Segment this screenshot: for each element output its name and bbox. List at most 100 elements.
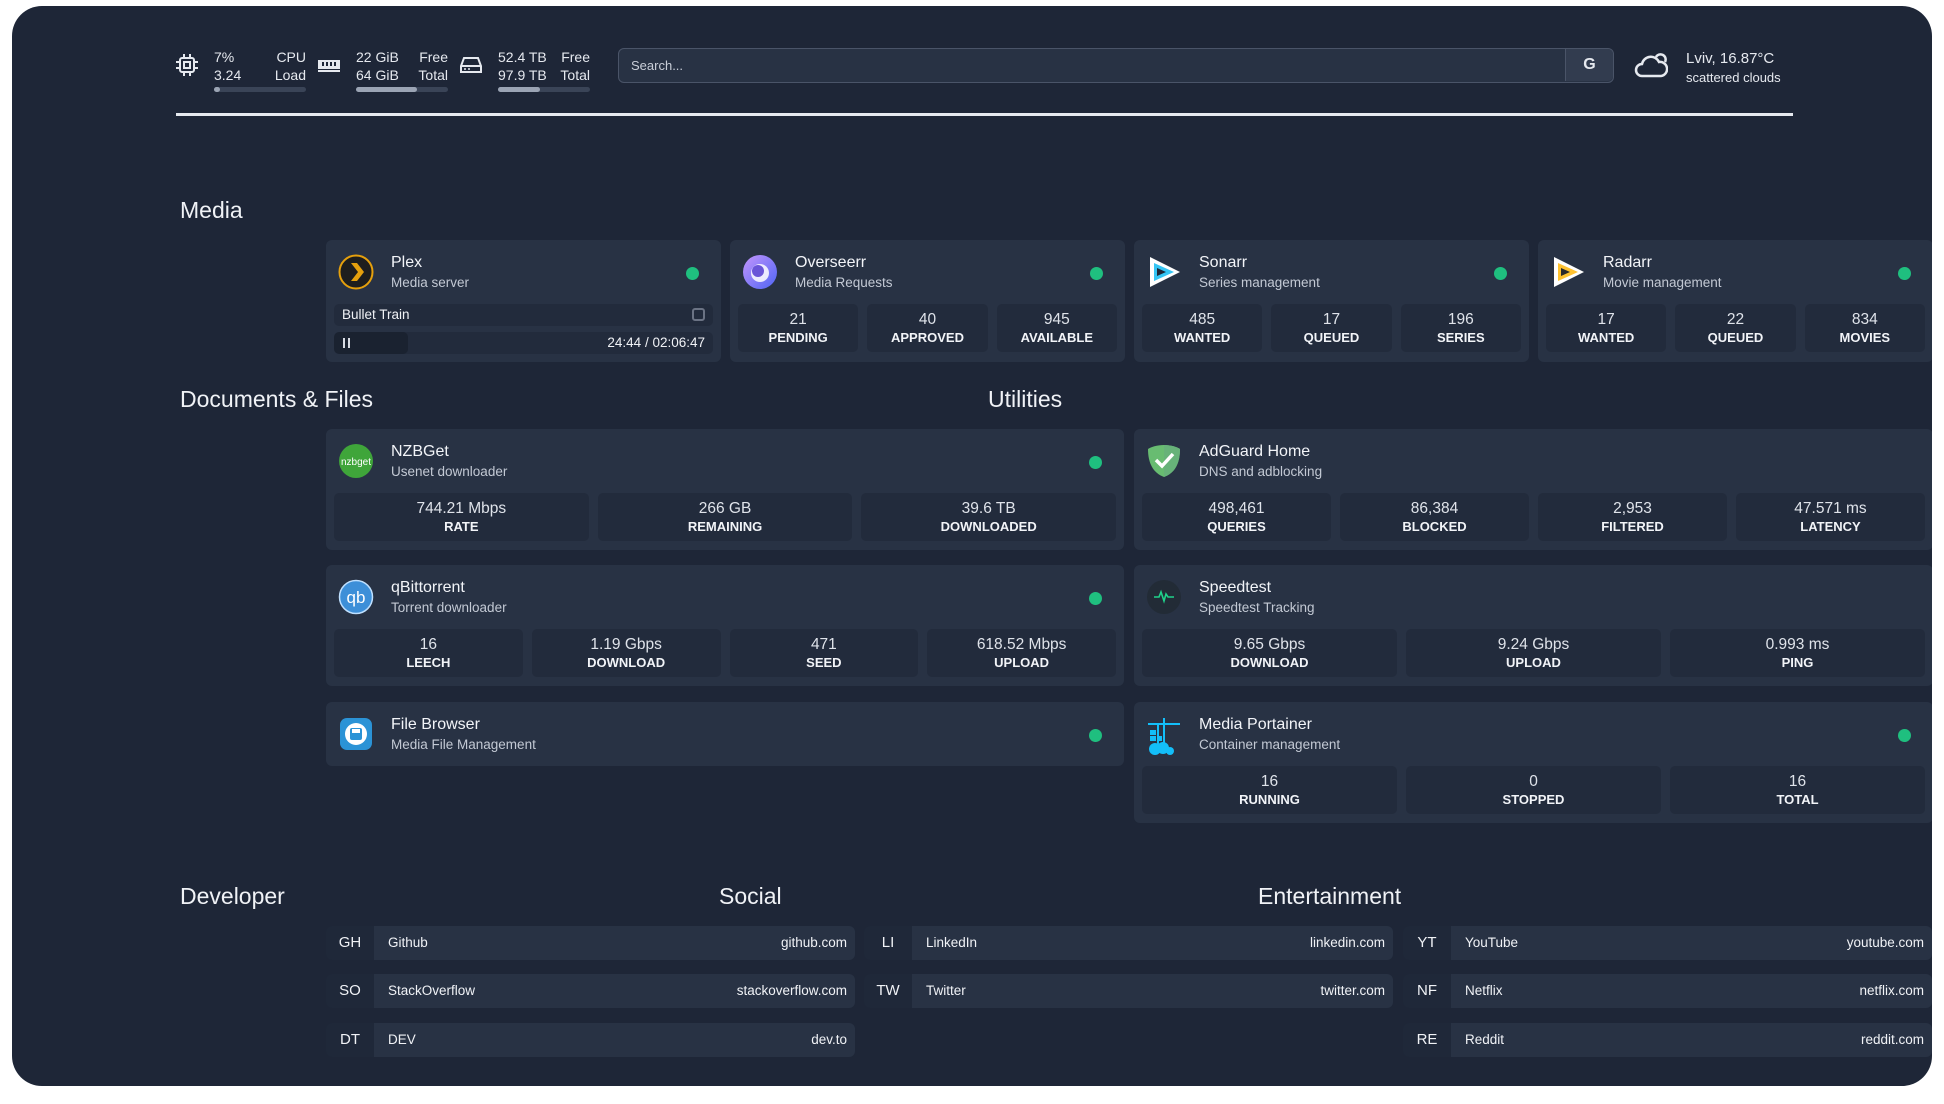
stat-download: 1.19 Gbps DOWNLOAD xyxy=(531,629,721,677)
service-name: File Browser xyxy=(391,716,480,733)
stat-value: 17 xyxy=(1597,311,1615,328)
bookmark-link[interactable]: DEV dev.to xyxy=(374,1023,855,1057)
stat-wanted: 485 WANTED xyxy=(1142,304,1263,352)
bookmark-reddit[interactable]: RE Reddit reddit.com xyxy=(1403,1023,1932,1057)
stat-value: 0 xyxy=(1529,773,1538,790)
disk-free: 52.4 TB xyxy=(498,49,547,65)
stat-value: 47.571 ms xyxy=(1794,500,1867,517)
stat-value: 17 xyxy=(1322,311,1341,328)
cpu-icon xyxy=(176,54,198,76)
stat-label: WANTED xyxy=(1577,330,1635,345)
bookmark-link[interactable]: YouTube youtube.com xyxy=(1451,926,1932,960)
status-indicator xyxy=(1090,267,1103,280)
svg-text:qb: qb xyxy=(347,588,366,607)
stat-value: 9.24 Gbps xyxy=(1497,636,1570,653)
bookmark-youtube[interactable]: YT YouTube youtube.com xyxy=(1403,926,1932,960)
stat-value: 834 xyxy=(1851,311,1878,328)
stat-value: 2,953 xyxy=(1613,500,1652,517)
bookmark-stackoverflow[interactable]: SO StackOverflow stackoverflow.com xyxy=(326,974,855,1008)
service-description: Movie management xyxy=(1603,275,1722,290)
stat-value: 945 xyxy=(1043,311,1070,328)
stat-value: 266 GB xyxy=(698,500,752,517)
stat-label: PENDING xyxy=(768,330,828,345)
memory-widget: 22 GiB 64 GiB Free Total xyxy=(318,48,448,92)
service-card-file-browser[interactable]: File Browser Media File Management xyxy=(326,702,1124,766)
sonarr-icon xyxy=(1146,254,1182,290)
stat-value: 618.52 Mbps xyxy=(976,636,1067,653)
stat-label: SERIES xyxy=(1436,330,1485,345)
qbittorrent-icon: qb xyxy=(338,579,374,615)
stat-running: 16 RUNNING xyxy=(1142,766,1397,814)
service-card-speedtest[interactable]: Speedtest Speedtest Tracking 9.65 Gbps DOWN… xyxy=(1134,565,1932,686)
transcode-icon[interactable] xyxy=(692,308,705,321)
stat-label: WANTED xyxy=(1173,330,1231,345)
search-input[interactable] xyxy=(619,49,1569,81)
bookmark-linkedin[interactable]: LI LinkedIn linkedin.com xyxy=(864,926,1393,960)
weather-widget: Lviv, 16.87°C scattered clouds xyxy=(1634,46,1794,86)
stat-value: 16 xyxy=(1788,773,1807,790)
stat-ping: 0.993 ms PING xyxy=(1670,629,1925,677)
service-description: Speedtest Tracking xyxy=(1199,600,1315,615)
disk-total: 97.9 TB xyxy=(498,67,547,83)
bookmark-link[interactable]: Twitter twitter.com xyxy=(912,974,1393,1008)
bookmark-url: youtube.com xyxy=(1846,935,1924,950)
service-description: Container management xyxy=(1199,737,1341,752)
service-name: qBittorrent xyxy=(391,579,465,596)
bookmark-netflix[interactable]: NF Netflix netflix.com xyxy=(1403,974,1932,1008)
now-playing-title: Bullet Train xyxy=(342,307,410,322)
bookmark-name: StackOverflow xyxy=(388,983,476,998)
bookmark-url: linkedin.com xyxy=(1309,935,1385,950)
disk-icon xyxy=(460,57,482,73)
service-stats: 16 RUNNING 0 STOPPED 16 TOTAL xyxy=(1142,766,1925,814)
free-label: Free xyxy=(419,49,448,65)
bookmark-name: DEV xyxy=(388,1032,416,1047)
service-name: Radarr xyxy=(1603,254,1652,271)
status-indicator xyxy=(1898,267,1911,280)
service-description: Media server xyxy=(391,275,470,290)
service-card-sonarr[interactable]: Sonarr Series management 485 WANTED 17 QUEUED… xyxy=(1134,240,1529,362)
stat-latency: 47.571 ms LATENCY xyxy=(1736,493,1925,541)
speedtest-icon xyxy=(1146,579,1182,615)
service-card-overseerr[interactable]: Overseerr Media Requests 21 PENDING 40 APPROV… xyxy=(730,240,1125,362)
bookmark-twitter[interactable]: TW Twitter twitter.com xyxy=(864,974,1393,1008)
google-search-button[interactable]: G xyxy=(1565,49,1613,81)
bookmark-link[interactable]: Reddit reddit.com xyxy=(1451,1023,1932,1057)
bookmark-link[interactable]: LinkedIn linkedin.com xyxy=(912,926,1393,960)
stat-value: 16 xyxy=(1260,773,1279,790)
bookmark-github[interactable]: GH Github github.com xyxy=(326,926,855,960)
stat-label: QUEUED xyxy=(1303,330,1360,345)
stat-label: BLOCKED xyxy=(1402,519,1467,534)
pause-icon[interactable] xyxy=(343,338,350,348)
playback-progress[interactable]: 24:44 / 02:06:47 xyxy=(334,332,713,354)
bookmark-link[interactable]: Netflix netflix.com xyxy=(1451,974,1932,1008)
section-title-utilities: Utilities xyxy=(988,386,1063,412)
service-card-plex[interactable]: Plex Media server Bullet Train 24:44 / 02:0… xyxy=(326,240,721,362)
bookmark-link[interactable]: Github github.com xyxy=(374,926,855,960)
stat-value: 471 xyxy=(810,636,837,653)
stat-value: 9.65 Gbps xyxy=(1233,636,1306,653)
disk-bar xyxy=(498,87,590,92)
service-card-media-portainer[interactable]: Media Portainer Container management 16 RUN… xyxy=(1134,702,1932,823)
stat-label: DOWNLOAD xyxy=(1230,655,1309,670)
bookmark-dev[interactable]: DT DEV dev.to xyxy=(326,1023,855,1057)
service-name: Media Portainer xyxy=(1199,716,1312,733)
service-card-qbittorrent[interactable]: qb qBittorrent Torrent downloader 16 LEECH 1.… xyxy=(326,565,1124,686)
bookmark-name: YouTube xyxy=(1465,935,1519,950)
service-card-nzbget[interactable]: nzbget NZBGet Usenet downloader 744.21 Mbps… xyxy=(326,429,1124,550)
bookmark-abbr: YT xyxy=(1403,926,1451,960)
search-box: G xyxy=(618,48,1614,83)
service-stats: 21 PENDING 40 APPROVED 945 AVAILABLE xyxy=(738,304,1117,352)
service-card-radarr[interactable]: Radarr Movie management 17 WANTED 22 QUEUED 83… xyxy=(1538,240,1932,362)
stat-blocked: 86,384 BLOCKED xyxy=(1340,493,1529,541)
portainer-icon xyxy=(1146,716,1182,755)
weather-location-temp: Lviv, 16.87°C xyxy=(1686,50,1775,67)
load-label: Load xyxy=(274,67,306,83)
bookmark-link[interactable]: StackOverflow stackoverflow.com xyxy=(374,974,855,1008)
stat-value: 0.993 ms xyxy=(1765,636,1830,653)
stat-upload: 618.52 Mbps UPLOAD xyxy=(927,629,1116,677)
free-label: Free xyxy=(561,49,590,65)
service-card-adguard-home[interactable]: AdGuard Home DNS and adblocking 498,461 QUE… xyxy=(1134,429,1932,550)
stat-upload: 9.24 Gbps UPLOAD xyxy=(1406,629,1661,677)
stat-leech: 16 LEECH xyxy=(334,629,523,677)
service-description: DNS and adblocking xyxy=(1199,464,1323,479)
